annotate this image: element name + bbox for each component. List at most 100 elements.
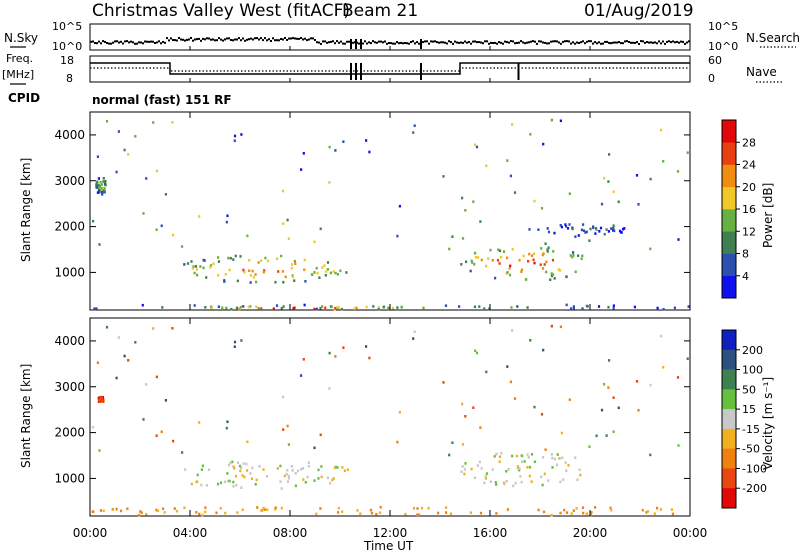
data-cell	[303, 268, 306, 272]
data-cell	[175, 509, 179, 513]
noise-sample	[602, 42, 604, 45]
noise-sample	[608, 41, 610, 44]
colorbar-swatch	[722, 231, 736, 254]
data-cell	[228, 268, 231, 272]
data-cell	[565, 225, 568, 228]
data-cell	[418, 513, 421, 517]
noise-sample	[444, 41, 446, 44]
noise-sample	[310, 37, 312, 40]
data-cell	[280, 506, 283, 510]
y-tick-label: 4000	[54, 128, 85, 142]
data-cell	[300, 168, 303, 171]
data-cell	[659, 508, 663, 511]
data-cell	[469, 511, 472, 514]
noise-sample	[614, 41, 616, 44]
data-cell	[236, 461, 240, 464]
data-cell	[489, 480, 492, 483]
data-cell	[470, 467, 473, 471]
data-cell	[263, 269, 266, 272]
data-cell	[102, 189, 105, 192]
colorbar-tick-label: 28	[742, 136, 756, 149]
data-cell	[396, 306, 399, 309]
data-cell	[460, 263, 463, 266]
noise-sample	[260, 37, 262, 40]
noise-sample	[404, 42, 406, 44]
data-cell	[533, 252, 536, 256]
data-cell	[201, 464, 204, 468]
noise-sample	[378, 40, 380, 43]
data-cell	[217, 256, 220, 259]
noise-sample	[278, 39, 280, 42]
data-cell	[340, 307, 343, 311]
noise-sample	[468, 41, 470, 43]
nsky-label: N.Sky	[4, 31, 38, 45]
noise-sample	[666, 40, 668, 43]
data-cell	[473, 251, 477, 255]
noise-sample	[516, 41, 518, 44]
data-cell	[670, 508, 673, 511]
noise-sample	[242, 37, 244, 40]
data-cell	[254, 273, 257, 276]
noise-sample	[318, 41, 320, 44]
data-cell	[281, 189, 285, 193]
data-cell	[472, 406, 475, 409]
data-cell	[198, 215, 201, 218]
data-cell	[372, 305, 375, 308]
data-cell	[313, 446, 316, 450]
data-cell	[263, 508, 266, 511]
data-cell	[216, 482, 220, 486]
data-cell	[495, 483, 498, 486]
noise-sample	[272, 37, 274, 40]
noise-sample	[678, 41, 680, 44]
data-cell	[577, 234, 580, 237]
data-cell	[139, 510, 142, 513]
noise-sample	[208, 37, 210, 40]
noise-sample	[650, 41, 652, 44]
noise-sample	[428, 42, 430, 45]
noise-sample	[618, 41, 620, 43]
data-cell	[512, 484, 515, 488]
data-cell	[232, 480, 235, 484]
data-cell	[537, 508, 540, 512]
data-cell	[530, 254, 534, 257]
data-cell	[100, 187, 103, 190]
data-cell	[224, 273, 227, 276]
data-cell	[217, 260, 221, 263]
data-cell	[353, 307, 356, 310]
data-cell	[239, 255, 242, 258]
data-cell	[105, 325, 109, 329]
data-cell	[282, 280, 285, 284]
data-cell	[96, 180, 99, 184]
data-cell	[506, 271, 509, 274]
data-cell	[307, 461, 310, 464]
data-cell	[582, 223, 585, 226]
noise-sample	[250, 37, 252, 40]
data-cell	[594, 232, 597, 235]
freq-trace	[90, 62, 690, 80]
data-cell	[437, 511, 440, 515]
data-cell	[99, 180, 102, 184]
data-cell	[276, 257, 279, 260]
data-cell	[589, 513, 592, 517]
data-cell	[370, 511, 374, 515]
data-cell	[562, 478, 565, 481]
data-cell	[233, 139, 236, 142]
data-cell	[239, 469, 242, 473]
data-cell	[98, 400, 101, 403]
data-cell	[550, 513, 553, 517]
data-cell	[315, 266, 318, 270]
freq-tick-low: 8	[66, 72, 73, 85]
data-cell	[293, 259, 296, 263]
data-cell	[662, 366, 665, 369]
x-tick-label: 12:00	[373, 526, 408, 540]
noise-sample	[458, 41, 460, 44]
data-cell	[495, 512, 498, 515]
data-cell	[600, 202, 604, 206]
data-cell	[100, 396, 103, 399]
data-cell	[262, 468, 265, 471]
data-cell	[183, 263, 186, 266]
noise-sample	[102, 40, 104, 43]
data-cell	[520, 268, 523, 272]
data-cell	[287, 474, 290, 478]
data-cell	[229, 461, 232, 465]
